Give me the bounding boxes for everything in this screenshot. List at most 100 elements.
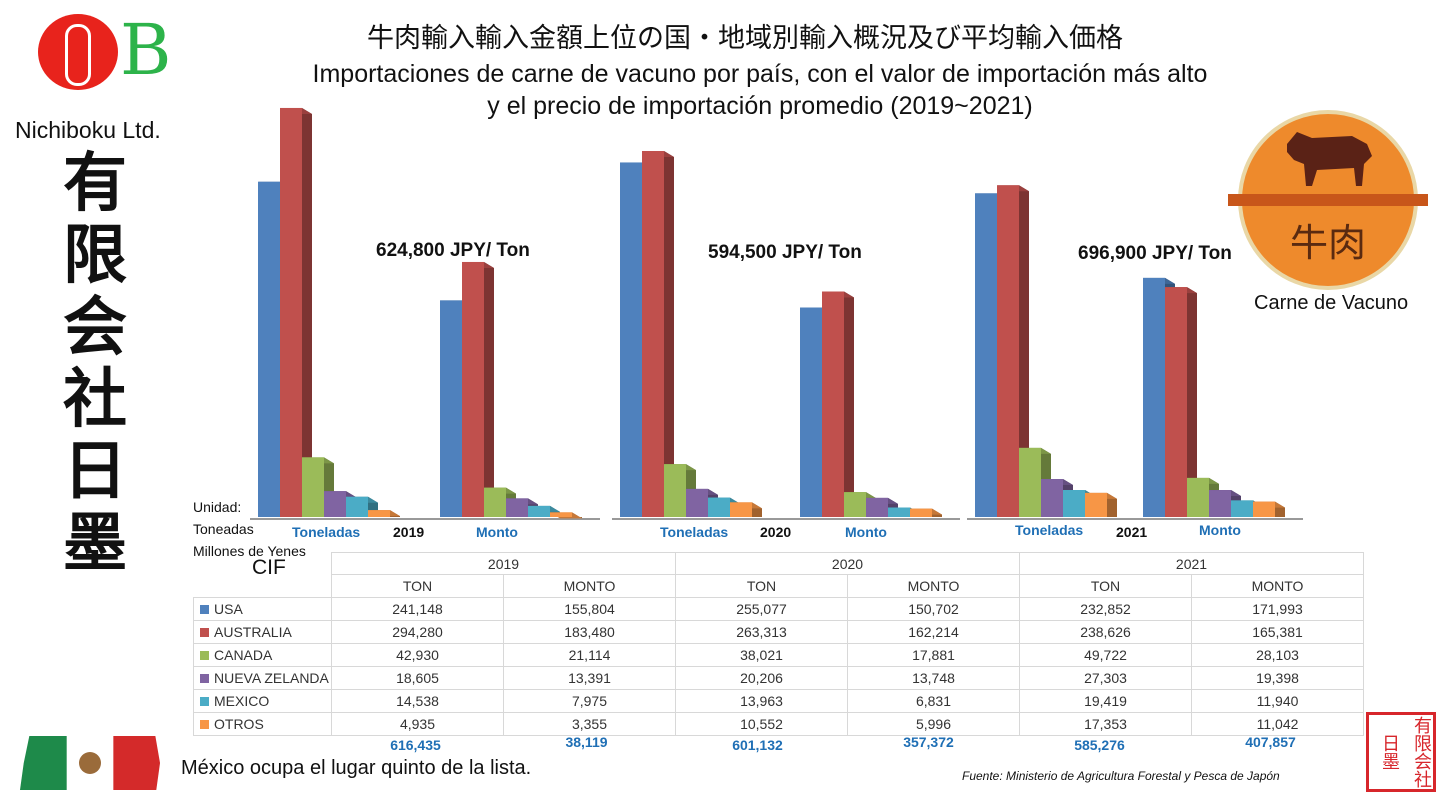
country-cell: MEXICO [193, 688, 332, 713]
cluster-label: Toneladas [1015, 522, 1084, 538]
table-row: NUEVA ZELANDA 18,605 13,391 20,206 13,748 27,… [193, 665, 1364, 690]
bar-side-australia [844, 291, 854, 517]
beef-badge: 牛肉 [1228, 110, 1428, 290]
bar-monto-2020-otros [910, 508, 932, 517]
country-name: CANADA [214, 646, 273, 663]
value-cell: 5,996 [847, 711, 1020, 736]
year-label: 2020 [760, 524, 792, 540]
bar-monto-2020-nueva-zelanda [866, 497, 888, 517]
table-row: MEXICO 14,538 7,975 13,963 6,831 19,419 11,940 [193, 688, 1364, 713]
company-name: Nichiboku Ltd. [15, 117, 161, 143]
bar-ton-2020-usa [620, 162, 642, 517]
country-cell: OTROS [193, 711, 332, 736]
bar-monto-2021-usa [1143, 277, 1165, 517]
bar-ton-2021-mexico [1063, 490, 1085, 517]
total-value: 38,119 [565, 734, 608, 750]
bar-monto-2019-nueva-zelanda [506, 498, 528, 517]
bar-monto-2020-mexico [888, 507, 910, 517]
totals-row: 616,435 38,119 601,132 357,372 585,276 407,85… [330, 734, 1356, 753]
total-value: 585,276 [1074, 737, 1125, 753]
units-note: Unidad: Toneadas Millones de Yenes [193, 496, 306, 562]
units-line: Millones de Yenes [193, 543, 306, 559]
country-name: AUSTRALIA [214, 623, 292, 640]
bar-monto-2019-australia [462, 261, 484, 517]
kanji-char: 限 [63, 218, 127, 293]
bar-side-australia [1019, 185, 1029, 517]
kanji-char: 社 [63, 362, 127, 437]
cluster-label: Toneladas [292, 524, 361, 540]
value-cell: 38,021 [675, 642, 848, 667]
bar-ton-2019-canada [302, 457, 324, 517]
value-cell: 165,381 [1191, 619, 1364, 644]
value-cell: 42,930 [331, 642, 504, 667]
bar-ton-2019-usa [258, 181, 280, 518]
year-header: 2021 [1019, 552, 1364, 575]
bar-monto-2019-mexico [528, 505, 550, 517]
title-spanish-line2: y el precio de importación promedio (201… [487, 92, 1033, 120]
value-cell: 171,993 [1191, 596, 1364, 621]
bar-ton-2020-nueva-zelanda [686, 488, 708, 517]
total-value: 357,372 [903, 734, 954, 750]
logo-b-mark: B [120, 9, 172, 91]
country-cell: AUSTRALIA [193, 619, 332, 644]
value-cell: 263,313 [675, 619, 848, 644]
seal-stamp: 有限会社 日墨 [1366, 712, 1436, 792]
cluster-label: Toneladas [660, 524, 729, 540]
legend-swatch [200, 627, 209, 637]
logo-o-mark [65, 24, 91, 86]
column-header: MONTO [847, 574, 1020, 598]
bar-monto-2021-otros [1253, 501, 1275, 517]
cluster-label: Monto [476, 524, 518, 540]
bar-monto-2019-canada [484, 487, 506, 517]
value-cell: 155,804 [503, 596, 676, 621]
country-cell: CANADA [193, 642, 332, 667]
value-cell: 19,419 [1019, 688, 1192, 713]
legend-swatch [200, 719, 209, 729]
price-label-2019: 624,800 JPY/ Ton [376, 240, 530, 261]
value-cell: 18,605 [331, 665, 504, 690]
value-cell: 27,303 [1019, 665, 1192, 690]
bar-monto-2021-australia [1165, 287, 1187, 517]
total-value: 601,132 [732, 737, 783, 753]
country-name: OTROS [214, 715, 264, 732]
value-cell: 150,702 [847, 596, 1020, 621]
value-cell: 11,940 [1191, 688, 1364, 713]
value-cell: 6,831 [847, 688, 1020, 713]
column-header: TON [1019, 574, 1192, 598]
bar-ton-2019-nueva-zelanda [324, 491, 346, 517]
logo-o-circle [38, 14, 118, 90]
bar-ton-2020-mexico [708, 497, 730, 517]
badge-kanji: 牛肉 [1289, 221, 1366, 265]
year-label: 2021 [1116, 524, 1148, 540]
value-cell: 10,552 [675, 711, 848, 736]
table-corner [194, 553, 332, 575]
bar-monto-2020-usa [800, 307, 822, 517]
bar-ton-2021-nueva-zelanda [1041, 479, 1063, 517]
value-cell: 232,852 [1019, 596, 1192, 621]
value-cell: 17,881 [847, 642, 1020, 667]
country-cell: NUEVA ZELANDA [193, 665, 332, 690]
bar-monto-2021-canada [1187, 477, 1209, 517]
value-cell: 238,626 [1019, 619, 1192, 644]
kanji-char: 会 [63, 290, 127, 365]
value-cell: 14,538 [331, 688, 504, 713]
cif-label: CIF [252, 556, 286, 579]
value-cell: 4,935 [331, 711, 504, 736]
badge-band [1228, 194, 1428, 206]
value-cell: 20,206 [675, 665, 848, 690]
bar-ton-2020-canada [664, 464, 686, 517]
table-row: CANADA 42,930 21,114 38,021 17,881 49,722 28,1… [193, 642, 1364, 667]
table-row: OTROS 4,935 3,355 10,552 5,996 17,353 11,042 [193, 711, 1364, 736]
bar-side-australia [484, 261, 494, 517]
kanji-char: 有 [63, 146, 127, 221]
kanji-char: 日 [63, 434, 127, 509]
legend-swatch [200, 650, 209, 660]
legend-swatch [200, 673, 209, 683]
legend-swatch [200, 604, 209, 614]
bar-monto-2020-canada [844, 492, 866, 517]
bar-monto-2019-usa [440, 300, 462, 517]
bar-monto-2020-australia [822, 291, 844, 517]
cluster-label: Monto [1199, 522, 1241, 538]
table-row: AUSTRALIA 294,280 183,480 263,313 162,214 238… [193, 619, 1364, 644]
country-cell: USA [193, 596, 332, 621]
